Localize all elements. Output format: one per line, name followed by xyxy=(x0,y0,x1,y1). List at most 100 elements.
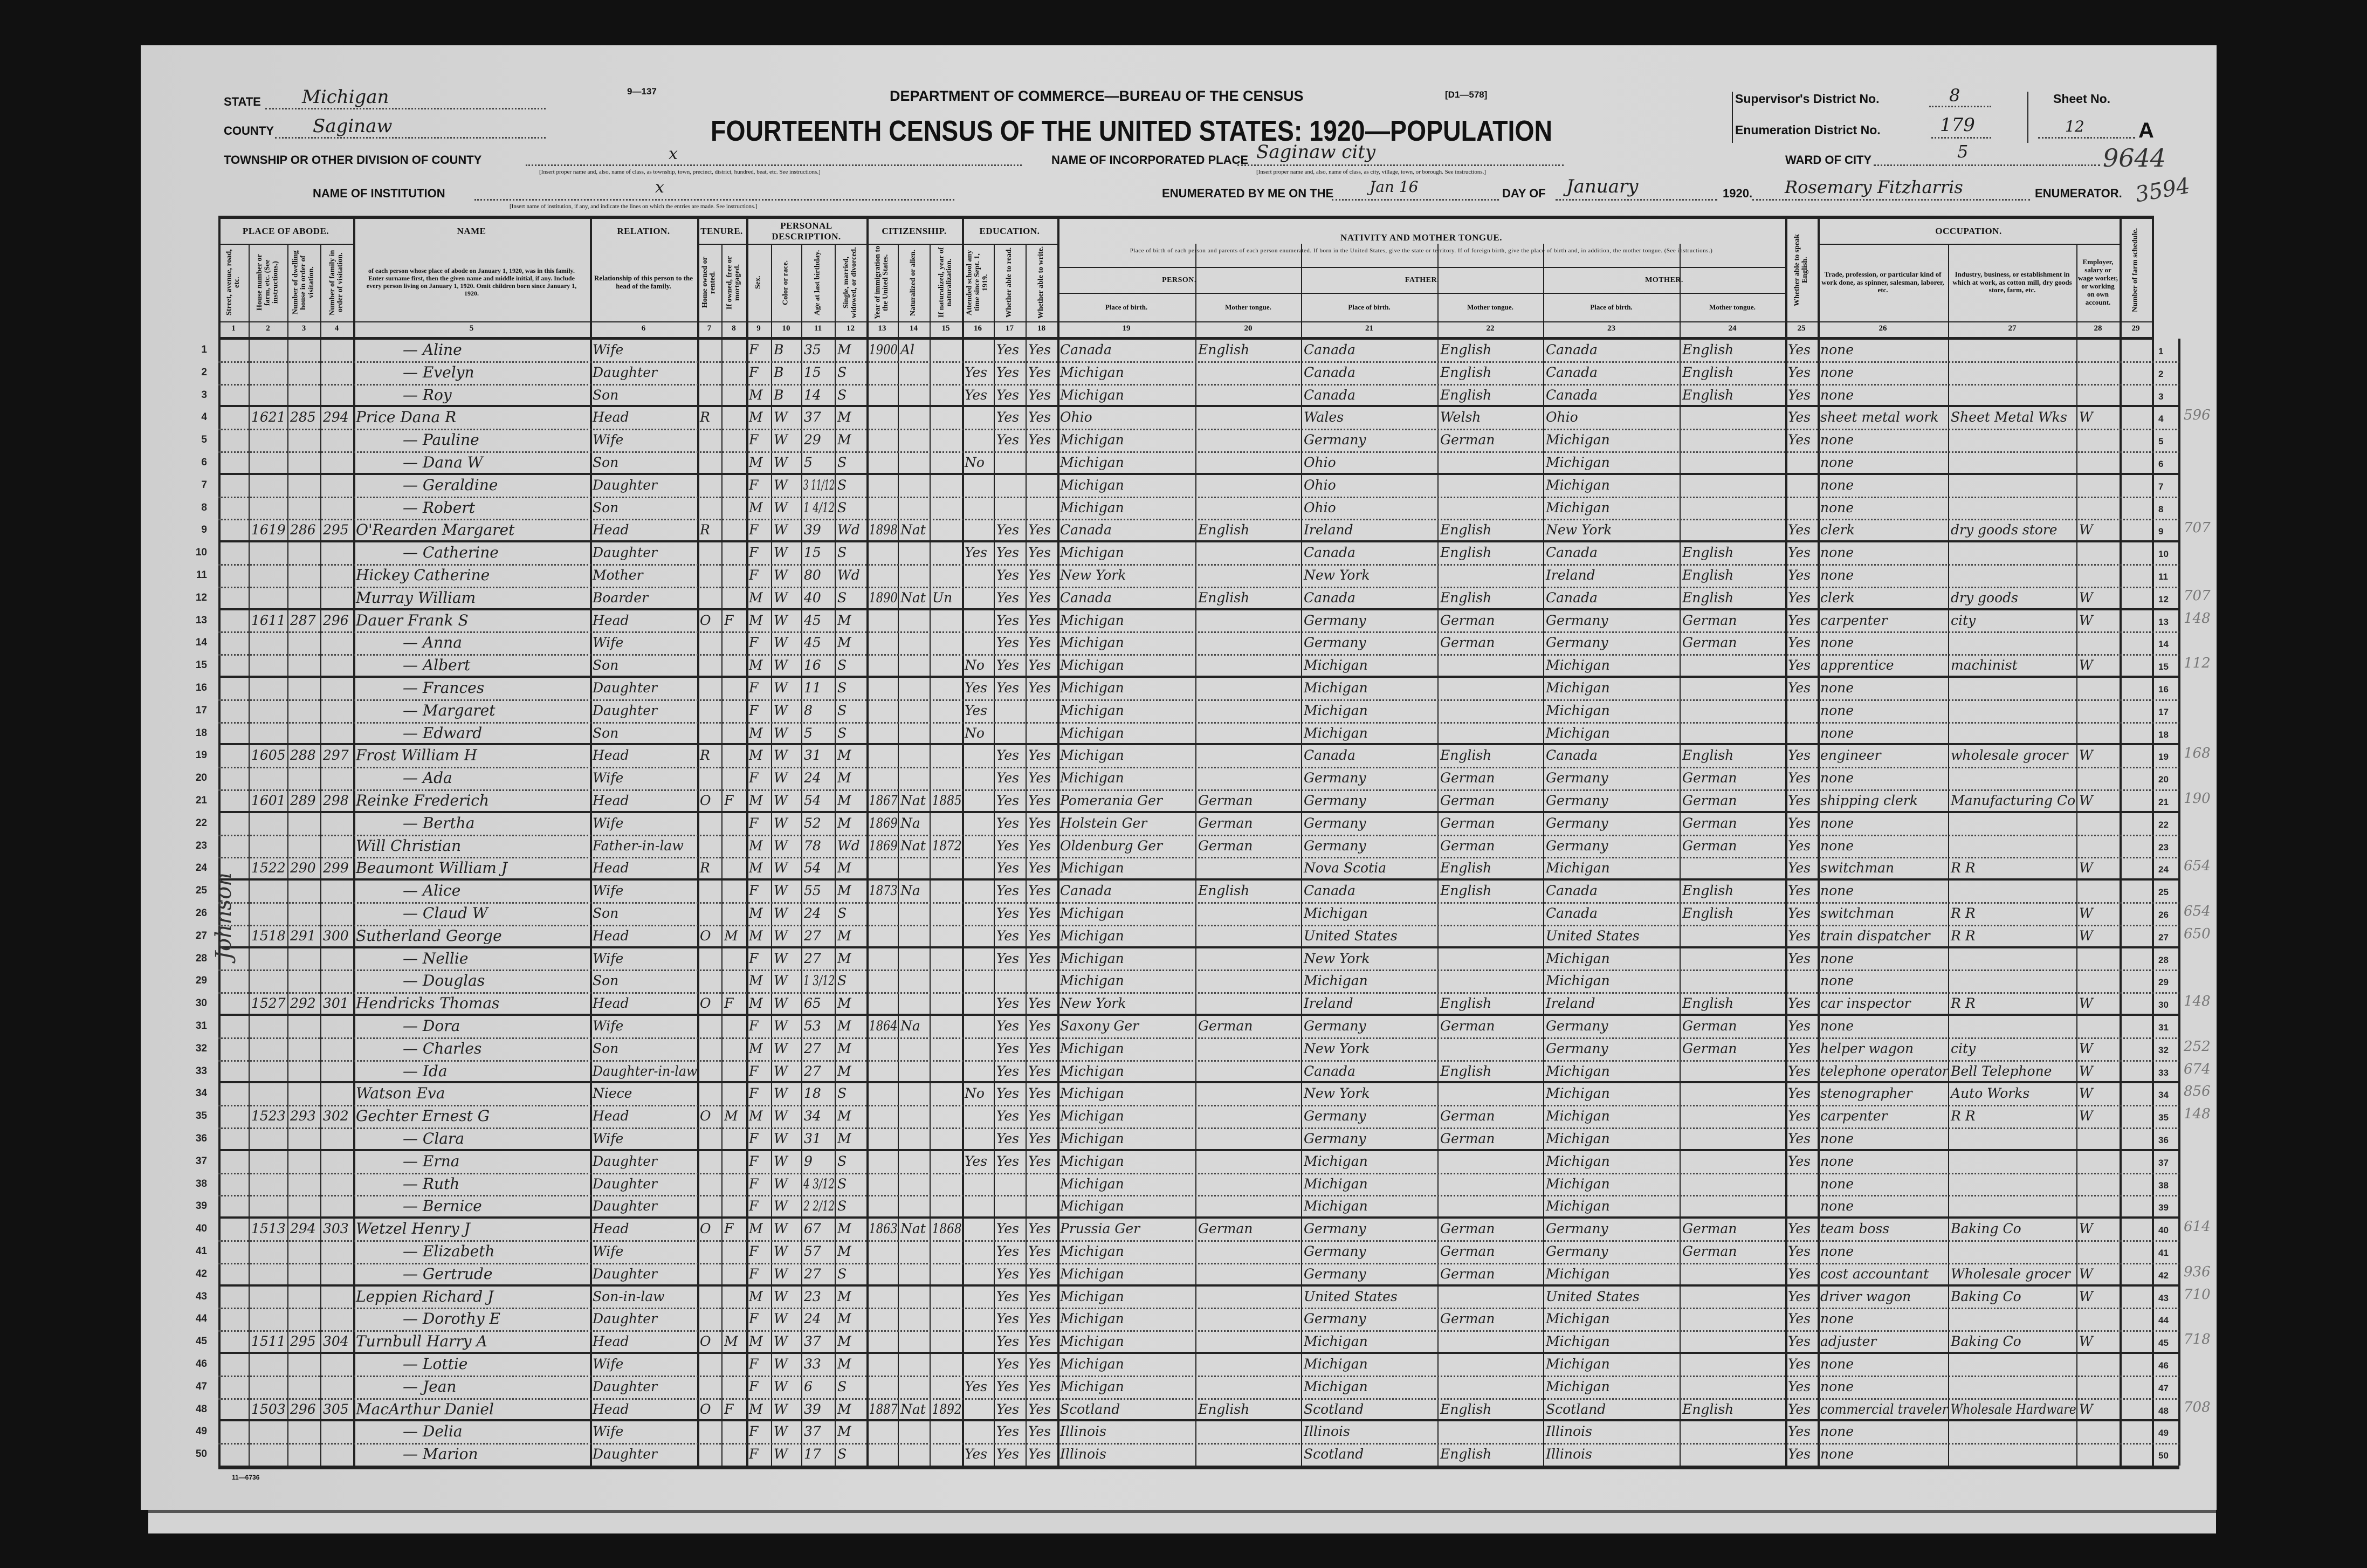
row-divider-dotted xyxy=(218,992,2179,994)
row-divider-dotted xyxy=(218,1308,2179,1310)
table-bottom-border xyxy=(218,1466,2179,1469)
census-cell-col4: 304 xyxy=(323,1333,349,1350)
supervisor-line xyxy=(1929,106,1991,107)
census-cell-col11: 67 xyxy=(804,1221,821,1237)
row-divider-dotted xyxy=(218,699,2179,701)
census-cell-col19: Illinois xyxy=(1060,1423,1106,1440)
census-cell-col12: M xyxy=(837,1288,851,1304)
census-cell-col17: Yes xyxy=(996,364,1019,380)
census-cell-col26: commercial traveler xyxy=(1820,1401,1948,1417)
census-cell-col9: M xyxy=(749,1108,763,1124)
group-header: PERSONAL DESCRIPTION. xyxy=(746,219,866,244)
census-cell-col23: Canada xyxy=(1546,545,1598,561)
group-header-label: PLACE OF ABODE. xyxy=(242,226,329,236)
census-cell-col23: Germany xyxy=(1546,770,1608,786)
census-cell-col12: M xyxy=(837,612,851,628)
census-cell-col12: S xyxy=(837,725,847,741)
census-cell-col25: Yes xyxy=(1788,409,1811,425)
census-cell-col19: Michigan xyxy=(1060,1311,1124,1327)
census-cell-col11: 65 xyxy=(804,995,821,1012)
census-cell-col9: F xyxy=(749,1153,759,1169)
census-cell-col18: Yes xyxy=(1028,1085,1051,1102)
census-cell-col7: O xyxy=(700,995,711,1012)
census-cell-col22: Welsh xyxy=(1440,409,1481,425)
county-value: Saginaw xyxy=(313,115,393,137)
census-cell-col6: Daughter xyxy=(593,702,657,718)
township-hint: [Insert proper name and, also, name of c… xyxy=(539,169,821,175)
column-header-27: Industry, business, or establishment in … xyxy=(1952,270,2072,294)
census-cell-col21: Germany xyxy=(1304,837,1366,854)
census-cell-col4: 300 xyxy=(323,927,349,944)
census-cell-col11: 1 3/12 xyxy=(803,973,835,989)
census-cell-col22: English xyxy=(1440,589,1492,606)
margin-dwelling-note: 168 xyxy=(2184,745,2211,762)
column-number: 14 xyxy=(910,324,918,333)
census-cell-col4: 297 xyxy=(323,747,349,764)
census-cell-col10: W xyxy=(774,477,788,493)
district-bracket-right xyxy=(2027,92,2028,143)
line-number-left: 31 xyxy=(195,1020,207,1031)
line-number-left: 37 xyxy=(195,1155,207,1167)
census-cell-col12: M xyxy=(837,1063,851,1079)
census-cell-col26: car inspector xyxy=(1820,995,1911,1012)
census-cell-col4: 303 xyxy=(323,1221,349,1237)
nativity-subgroup: FATHER. xyxy=(1405,276,1440,284)
census-cell-col22: German xyxy=(1440,1108,1495,1124)
census-cell-col20: German xyxy=(1198,793,1253,808)
census-cell-col7: O xyxy=(700,612,711,628)
enumerator-name: Rosemary Fitzharris xyxy=(1785,177,1963,197)
census-cell-col24: German xyxy=(1682,1018,1737,1034)
census-cell-col17: Yes xyxy=(996,837,1019,854)
census-cell-col22: German xyxy=(1440,793,1495,808)
line-number-right: 38 xyxy=(2158,1180,2169,1191)
census-cell-col5: — Catherine xyxy=(403,544,499,562)
census-cell-col11: 8 xyxy=(804,702,813,718)
row-divider-dotted xyxy=(218,586,2179,588)
census-cell-col9: F xyxy=(749,1198,759,1214)
census-cell-col6: Head xyxy=(593,927,629,944)
column-header-28: Employer, salary or wage worker, or work… xyxy=(2078,258,2118,306)
census-cell-col9: F xyxy=(749,1131,759,1146)
group-header-label: RELATION. xyxy=(617,226,670,236)
census-cell-col13: 1890 xyxy=(869,589,898,606)
column-border xyxy=(1948,244,1949,1466)
census-cell-col19: Michigan xyxy=(1060,860,1124,876)
column-header-25: Whether able to speak English. xyxy=(1793,234,1809,306)
census-cell-col12: S xyxy=(837,364,847,380)
census-cell-col11: 54 xyxy=(804,793,821,808)
census-cell-col12: M xyxy=(837,815,851,831)
census-cell-col26: engineer xyxy=(1820,747,1881,764)
line-number-left: 29 xyxy=(195,975,207,987)
census-cell-col21: Germany xyxy=(1304,1243,1366,1259)
line-number-right: 19 xyxy=(2158,752,2169,762)
census-cell-col24: German xyxy=(1682,837,1737,854)
column-border xyxy=(994,244,995,1466)
row-divider-heavy xyxy=(218,608,2179,610)
nativity-subgroup: PERSON. xyxy=(1162,276,1196,284)
census-cell-col6: Boarder xyxy=(593,589,649,606)
census-cell-col18: Yes xyxy=(1028,837,1051,854)
census-cell-col21: Germany xyxy=(1304,1131,1366,1146)
line-number-right: 27 xyxy=(2158,932,2169,943)
column-header-24: Mother tongue. xyxy=(1709,303,1756,312)
census-cell-col6: Head xyxy=(593,409,629,425)
line-number-right: 46 xyxy=(2158,1360,2169,1371)
column-border xyxy=(2076,244,2077,1466)
subgroup-divider xyxy=(1543,293,1785,294)
census-cell-col9: M xyxy=(749,1288,763,1304)
census-cell-col9: M xyxy=(749,499,763,515)
line-number-right: 43 xyxy=(2158,1292,2169,1303)
census-cell-col17: Yes xyxy=(996,747,1019,764)
census-cell-col6: Daughter xyxy=(593,1266,657,1282)
census-cell-col18: Yes xyxy=(1028,905,1051,921)
row-divider-heavy xyxy=(218,743,2179,746)
margin-dwelling-note: 718 xyxy=(2184,1331,2211,1348)
column-border xyxy=(1057,216,1059,1466)
county-label: County xyxy=(224,124,274,137)
margin-dwelling-note: 148 xyxy=(2184,993,2211,1010)
census-cell-col14: Na xyxy=(900,883,920,899)
census-cell-col16: No xyxy=(965,725,985,741)
census-cell-col4: 298 xyxy=(323,793,349,808)
census-cell-col18: Yes xyxy=(1028,1423,1051,1440)
column-number: 26 xyxy=(1879,324,1887,333)
